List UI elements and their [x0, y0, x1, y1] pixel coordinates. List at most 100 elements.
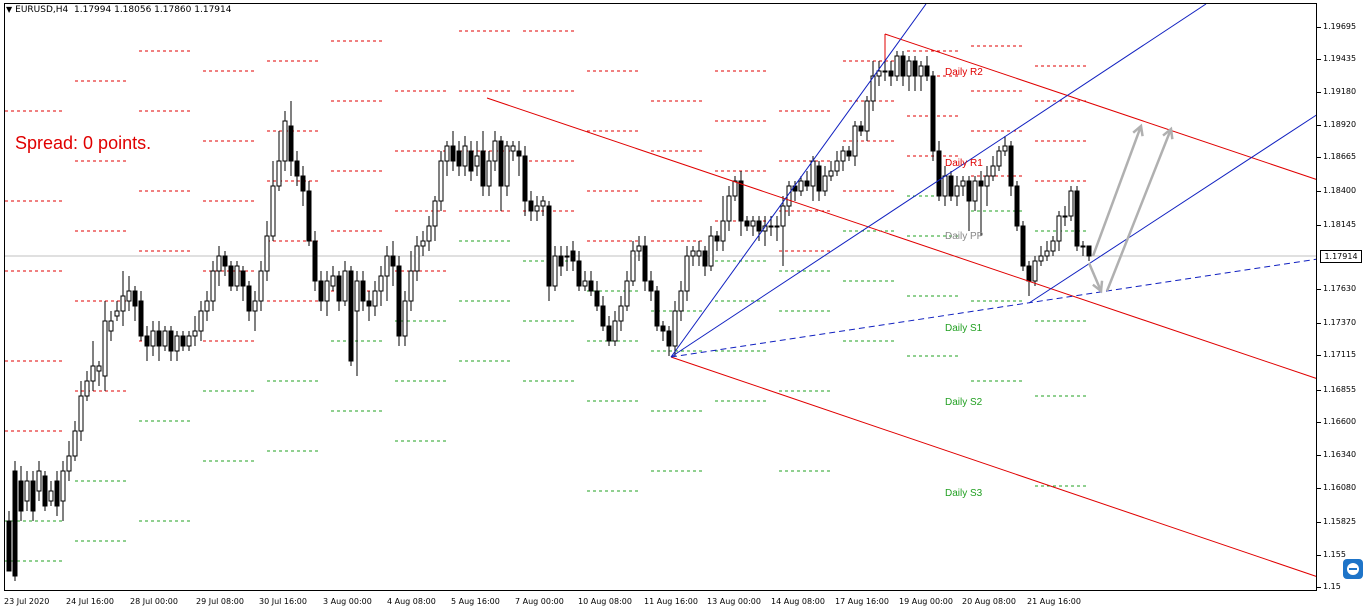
chart-canvas[interactable] [5, 4, 1317, 591]
time-tick: 3 Aug 00:00 [323, 597, 372, 606]
candle-bear [468, 150, 474, 172]
pitchfork-middle-line [486, 97, 1316, 379]
dropdown-triangle-icon[interactable]: ▼ [6, 5, 13, 14]
candle-bear [396, 265, 402, 337]
candle-bull [780, 205, 786, 227]
candle-bear [594, 290, 600, 307]
price-tick: 1.19180 [1316, 87, 1357, 96]
candle-bull [696, 250, 702, 257]
candle-bear [300, 175, 306, 192]
candle-bear [666, 330, 672, 347]
candle-bear [1014, 185, 1020, 227]
time-axis[interactable]: 23 Jul 2020 24 Jul 16:00 28 Jul 00:00 29 Ju… [0, 591, 1317, 614]
candle-bear [1086, 245, 1092, 257]
pivot-label-r2: Daily R2 [945, 67, 983, 78]
candle-bear [570, 250, 576, 262]
candle-bull [174, 335, 180, 352]
candle-bear [546, 205, 552, 287]
candle-bull [420, 240, 426, 247]
candle-bull [510, 145, 516, 152]
blue-trend-line-1 [670, 4, 927, 358]
price-tick: 1.19695 [1316, 22, 1357, 31]
candle-bull [24, 480, 30, 502]
candle-bear [312, 240, 318, 282]
candle-bear [366, 300, 372, 307]
candle-bear [588, 280, 594, 292]
price-axis[interactable]: 1.19695 1.19435 1.19180 1.18920 1.18665 1.184… [1316, 0, 1365, 591]
candle-bull [192, 330, 198, 337]
candle-bull [426, 225, 432, 242]
candle-bull [330, 275, 336, 287]
candle-bull [162, 330, 168, 347]
time-tick: 28 Jul 00:00 [130, 597, 178, 606]
pivot-label-s1: Daily S1 [945, 323, 983, 334]
candle-bear [846, 150, 852, 157]
candle-bear [132, 290, 138, 307]
candle-bear [900, 55, 906, 77]
price-tick: 1.155 [1317, 550, 1346, 559]
candle-bear [498, 140, 504, 187]
candle-bull [504, 145, 510, 187]
candle-bull [414, 245, 420, 272]
candle-bear [228, 265, 234, 287]
candle-bear [774, 225, 780, 228]
candle-bear [318, 280, 324, 302]
time-tick: 13 Aug 00:00 [707, 597, 761, 606]
candle-bear [978, 180, 984, 187]
price-tick: 1.18400 [1316, 186, 1357, 195]
candle-bull [972, 180, 978, 202]
candle-bear [858, 125, 864, 132]
candle-bull [60, 470, 66, 502]
candle-bull [282, 120, 288, 162]
plot-area[interactable] [4, 3, 1317, 591]
candle-bear [600, 305, 606, 327]
candle-bear [642, 245, 648, 282]
candle-bear [660, 325, 666, 332]
candle-bull [432, 200, 438, 227]
candle-bear [1026, 265, 1032, 282]
ohlc-values: 1.17994 1.18056 1.17860 1.17914 [74, 5, 232, 15]
candle-bull [90, 365, 96, 382]
candle-bear [714, 235, 720, 242]
candle-bull [492, 140, 498, 162]
candle-bull [996, 150, 1002, 167]
pivot-label-pp: Daily PP [945, 231, 984, 242]
candle-bull [720, 220, 726, 242]
candle-bull [678, 290, 684, 312]
candle-bull [612, 320, 618, 342]
candle-bull [582, 280, 588, 287]
candle-bull [534, 205, 540, 212]
pivot-label-r1: Daily R1 [945, 158, 983, 169]
pivot-label-s2: Daily S2 [945, 397, 983, 408]
candle-bear [930, 75, 936, 152]
candle-bull [762, 225, 768, 232]
projection-arrow [1105, 128, 1173, 292]
time-tick: 14 Aug 08:00 [771, 597, 825, 606]
candle-bear [966, 180, 972, 202]
candle-bull [870, 75, 876, 102]
price-tick: 1.19435 [1316, 54, 1357, 63]
candle-bear [516, 150, 522, 157]
projection-arrow [1087, 262, 1103, 292]
candle-bear [606, 325, 612, 342]
candle-bull [732, 180, 738, 197]
candle-bull [828, 170, 834, 177]
candle-bull [1002, 145, 1008, 152]
time-tick: 30 Jul 16:00 [259, 597, 307, 606]
candle-bull [726, 195, 732, 222]
candle-bull [840, 150, 846, 162]
candle-bull [402, 300, 408, 337]
price-tick: 1.17115 [1316, 350, 1357, 359]
candle-bull [276, 160, 282, 187]
candle-bear [576, 260, 582, 287]
candle-bear [348, 270, 354, 362]
candle-bull [750, 220, 756, 227]
candle-bull [690, 250, 696, 257]
candle-bull [954, 185, 960, 197]
candle-bull [78, 395, 84, 432]
candle-bear [1074, 190, 1080, 247]
teamviewer-icon[interactable] [1343, 559, 1363, 579]
candle-bull [462, 145, 468, 167]
candle-bull [906, 60, 912, 77]
